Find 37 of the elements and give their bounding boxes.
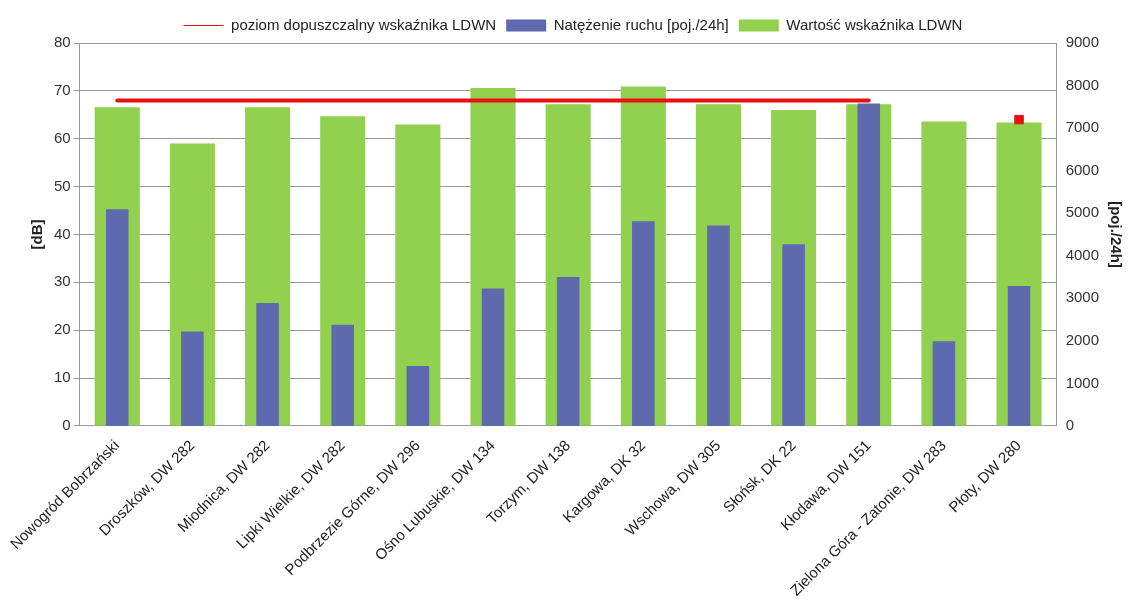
bar <box>181 331 204 426</box>
y-tick-label: 50 <box>53 176 71 194</box>
bar <box>556 277 580 426</box>
y-tick-label: 60 <box>53 128 71 146</box>
y2-tick-label: 7000 <box>1065 118 1100 136</box>
y2-tick-label: 1000 <box>1065 373 1100 391</box>
y-tick-label: 0 <box>62 416 71 434</box>
y-tick-label: 70 <box>53 81 71 99</box>
y-tick-label: 30 <box>53 272 71 290</box>
y2-tick-label: 0 <box>1065 416 1074 434</box>
bar <box>105 209 129 426</box>
y2-tick-label: 3000 <box>1065 288 1100 306</box>
bar <box>481 288 505 426</box>
bar <box>406 365 430 426</box>
bar <box>932 341 956 426</box>
bar <box>632 221 655 426</box>
bar <box>707 225 730 426</box>
y-tick-label: 20 <box>53 320 71 338</box>
legend-label: poziom dopuszczalny wskaźnika LDWN <box>231 15 497 33</box>
legend-label: Natężenie ruchu [poj./24h] <box>553 15 729 33</box>
y2-tick-label: 2000 <box>1065 330 1100 348</box>
y2-tick-label: 5000 <box>1065 203 1100 221</box>
y2-axis-title: [poj./24h] <box>1107 201 1125 268</box>
y2-tick-label: 9000 <box>1065 33 1100 51</box>
y2-tick-label: 8000 <box>1065 75 1100 93</box>
bar <box>256 302 279 426</box>
legend-label: Wartość wskaźnika LDWN <box>786 15 963 33</box>
y-tick-label: 80 <box>53 33 71 51</box>
y-tick-label: 10 <box>53 368 71 386</box>
bar <box>782 244 805 426</box>
bar <box>1007 285 1031 426</box>
y-axis-title: [dB] <box>28 219 46 250</box>
bar <box>395 124 441 426</box>
y2-tick-label: 4000 <box>1065 245 1100 263</box>
bar <box>331 324 354 426</box>
y2-tick-label: 6000 <box>1065 160 1100 178</box>
y-tick-label: 40 <box>53 224 71 242</box>
